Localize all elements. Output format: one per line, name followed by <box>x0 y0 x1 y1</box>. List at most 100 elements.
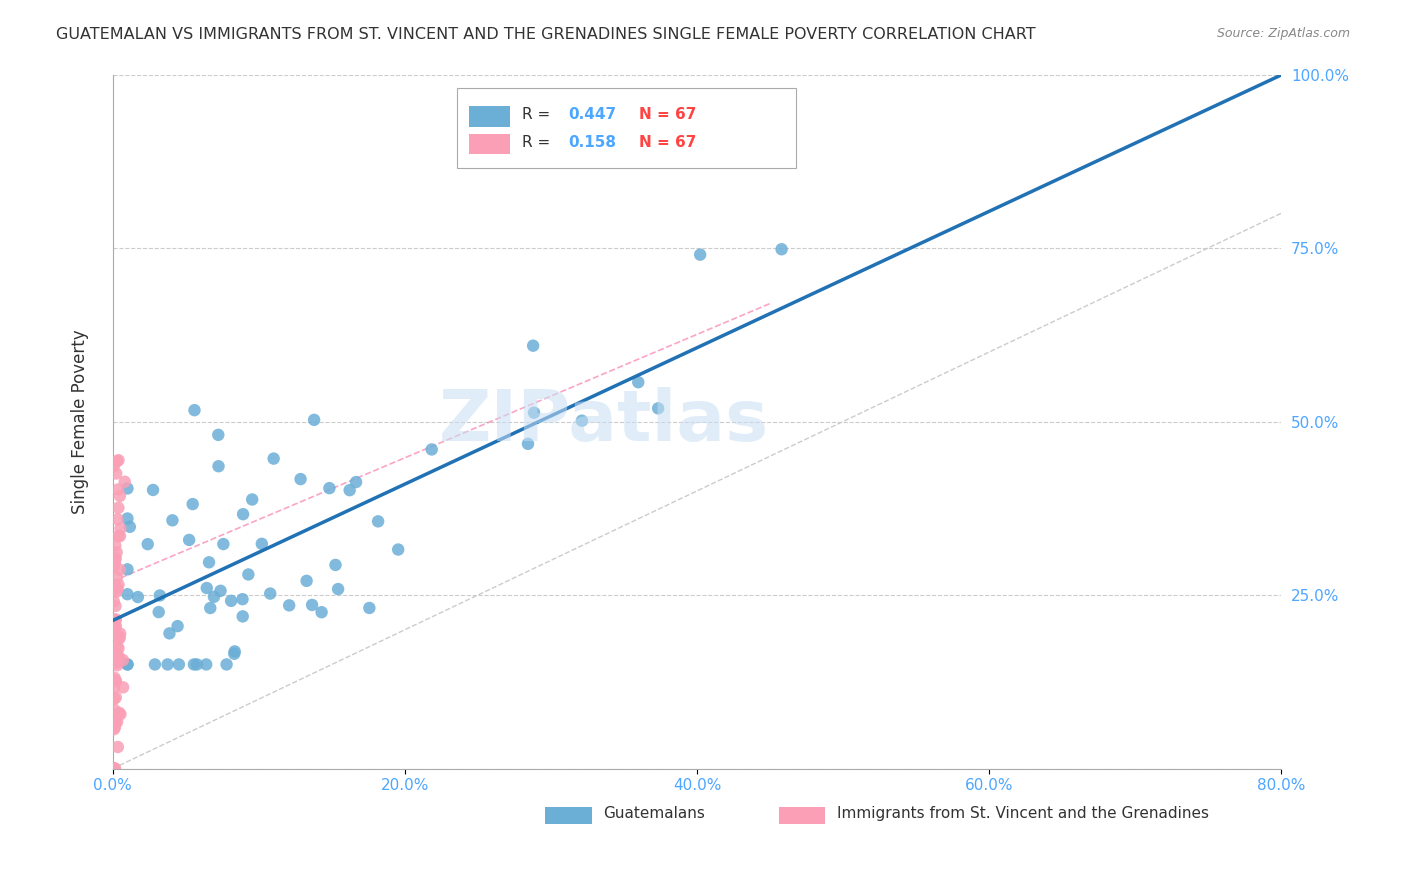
Guatemalans <box>231 592 253 607</box>
Guatemalans <box>148 605 170 619</box>
Guatemalans <box>387 542 409 557</box>
Guatemalans <box>195 581 218 595</box>
Guatemalans <box>179 533 201 547</box>
Guatemalans <box>325 558 347 572</box>
Immigrants from St. Vincent and the Grenadines <box>104 612 127 626</box>
Immigrants from St. Vincent and the Grenadines <box>104 553 127 567</box>
Immigrants from St. Vincent and the Grenadines <box>107 641 129 656</box>
Text: N = 67: N = 67 <box>638 135 696 150</box>
Immigrants from St. Vincent and the Grenadines <box>108 529 131 543</box>
Immigrants from St. Vincent and the Grenadines <box>103 614 125 628</box>
Immigrants from St. Vincent and the Grenadines <box>104 674 127 689</box>
Immigrants from St. Vincent and the Grenadines <box>103 691 125 706</box>
Immigrants from St. Vincent and the Grenadines <box>104 673 127 688</box>
Guatemalans <box>326 582 349 596</box>
Immigrants from St. Vincent and the Grenadines <box>103 681 125 696</box>
Immigrants from St. Vincent and the Grenadines <box>103 703 125 717</box>
Immigrants from St. Vincent and the Grenadines <box>103 582 125 596</box>
Immigrants from St. Vincent and the Grenadines <box>108 651 131 665</box>
Immigrants from St. Vincent and the Grenadines <box>108 626 131 640</box>
Immigrants from St. Vincent and the Grenadines <box>104 550 127 565</box>
Guatemalans <box>181 497 204 511</box>
Guatemalans <box>627 375 650 389</box>
Guatemalans <box>295 574 318 588</box>
Guatemalans <box>149 589 172 603</box>
Guatemalans <box>238 567 260 582</box>
Immigrants from St. Vincent and the Grenadines <box>105 628 128 642</box>
Guatemalans <box>420 442 443 457</box>
Text: N = 67: N = 67 <box>638 107 696 122</box>
Immigrants from St. Vincent and the Grenadines <box>104 720 127 734</box>
Immigrants from St. Vincent and the Grenadines <box>103 762 125 776</box>
Guatemalans <box>250 537 273 551</box>
Immigrants from St. Vincent and the Grenadines <box>108 632 131 646</box>
Immigrants from St. Vincent and the Grenadines <box>108 563 131 577</box>
Guatemalans <box>142 483 165 497</box>
Guatemalans <box>143 657 166 672</box>
Immigrants from St. Vincent and the Grenadines <box>105 714 128 729</box>
Text: Guatemalans: Guatemalans <box>603 806 706 822</box>
Immigrants from St. Vincent and the Grenadines <box>105 582 128 596</box>
Guatemalans <box>167 657 190 672</box>
Guatemalans <box>318 481 340 495</box>
Guatemalans <box>209 583 232 598</box>
Immigrants from St. Vincent and the Grenadines <box>114 475 136 489</box>
Immigrants from St. Vincent and the Grenadines <box>108 489 131 503</box>
Immigrants from St. Vincent and the Grenadines <box>110 707 132 722</box>
Guatemalans <box>200 601 222 615</box>
Immigrants from St. Vincent and the Grenadines <box>105 584 128 599</box>
Immigrants from St. Vincent and the Grenadines <box>104 556 127 570</box>
Text: Source: ZipAtlas.com: Source: ZipAtlas.com <box>1216 27 1350 40</box>
Guatemalans <box>117 562 139 576</box>
Immigrants from St. Vincent and the Grenadines <box>105 640 128 654</box>
Immigrants from St. Vincent and the Grenadines <box>104 599 127 613</box>
Guatemalans <box>263 451 285 466</box>
Guatemalans <box>232 609 254 624</box>
Immigrants from St. Vincent and the Grenadines <box>101 619 124 633</box>
Guatemalans <box>517 437 540 451</box>
Immigrants from St. Vincent and the Grenadines <box>104 762 127 776</box>
Immigrants from St. Vincent and the Grenadines <box>107 655 129 669</box>
Immigrants from St. Vincent and the Grenadines <box>104 619 127 633</box>
Immigrants from St. Vincent and the Grenadines <box>104 620 127 634</box>
Guatemalans <box>311 605 333 619</box>
Guatemalans <box>198 555 221 569</box>
Guatemalans <box>127 590 149 604</box>
Guatemalans <box>207 459 229 474</box>
Guatemalans <box>523 406 546 420</box>
Immigrants from St. Vincent and the Grenadines <box>110 521 132 535</box>
Immigrants from St. Vincent and the Grenadines <box>108 630 131 644</box>
Immigrants from St. Vincent and the Grenadines <box>104 690 127 705</box>
Immigrants from St. Vincent and the Grenadines <box>104 715 127 730</box>
Guatemalans <box>232 507 254 521</box>
Guatemalans <box>301 598 323 612</box>
Immigrants from St. Vincent and the Grenadines <box>103 617 125 632</box>
Guatemalans <box>156 657 179 672</box>
Guatemalans <box>117 657 139 672</box>
Guatemalans <box>689 247 711 261</box>
Immigrants from St. Vincent and the Grenadines <box>103 594 125 608</box>
Guatemalans <box>302 413 325 427</box>
Immigrants from St. Vincent and the Grenadines <box>103 624 125 638</box>
Text: Immigrants from St. Vincent and the Grenadines: Immigrants from St. Vincent and the Gren… <box>837 806 1209 822</box>
Guatemalans <box>186 657 208 672</box>
Guatemalans <box>207 428 229 442</box>
Guatemalans <box>339 483 361 498</box>
Immigrants from St. Vincent and the Grenadines <box>103 671 125 685</box>
Guatemalans <box>118 520 141 534</box>
Guatemalans <box>259 586 281 600</box>
Immigrants from St. Vincent and the Grenadines <box>103 560 125 574</box>
Guatemalans <box>219 594 242 608</box>
Guatemalans <box>183 657 205 672</box>
Guatemalans <box>367 514 389 528</box>
Guatemalans <box>159 626 181 640</box>
Immigrants from St. Vincent and the Grenadines <box>107 529 129 543</box>
Immigrants from St. Vincent and the Grenadines <box>107 648 129 663</box>
Text: 0.447: 0.447 <box>568 107 617 122</box>
Guatemalans <box>770 242 793 256</box>
FancyBboxPatch shape <box>470 106 510 127</box>
Guatemalans <box>344 475 367 489</box>
Immigrants from St. Vincent and the Grenadines <box>107 512 129 526</box>
Guatemalans <box>647 401 669 416</box>
Guatemalans <box>571 414 593 428</box>
